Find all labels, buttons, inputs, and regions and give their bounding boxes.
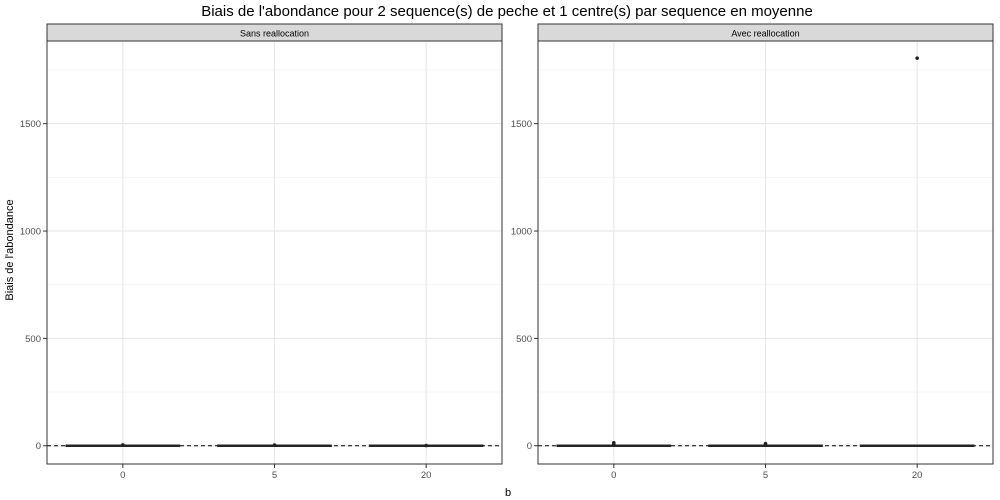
x-tick-label: 5: [272, 470, 277, 481]
boxplot-20: [368, 443, 484, 448]
y-axis-label: Biais de l'abondance: [4, 199, 16, 300]
boxplot-5: [217, 443, 332, 447]
boxplot-0: [556, 440, 672, 447]
x-tick-label: 5: [763, 470, 768, 481]
x-tick-label: 20: [912, 470, 923, 481]
y-tick-label: 0: [527, 441, 532, 452]
boxplot-20: [859, 56, 975, 447]
boxplot-5: [708, 441, 823, 447]
chart-title: Biais de l'abondance pour 2 sequence(s) …: [201, 3, 813, 20]
facet-panel-0: Sans reallocation 0 500 1000 1500 0 5 20: [20, 23, 503, 481]
x-axis-label: b: [505, 487, 511, 499]
outlier-point: [612, 443, 616, 447]
x-tick-label: 20: [421, 470, 432, 481]
facet-panel-1: Avec reallocation 0 500 1000 1500 0 5 20: [511, 23, 994, 481]
x-tick-label: 0: [120, 470, 125, 481]
x-tick-label: 0: [611, 470, 616, 481]
facet-strip-label: Sans reallocation: [240, 29, 309, 39]
outlier-point: [915, 56, 919, 60]
outlier-point: [272, 443, 277, 447]
y-tick-label: 1500: [511, 119, 532, 130]
outlier-point: [424, 443, 428, 448]
facet-strip-label: Avec reallocation: [731, 29, 799, 39]
y-tick-label: 500: [516, 334, 532, 345]
boxplot-0: [65, 443, 181, 447]
y-tick-label: 1000: [20, 227, 41, 238]
y-tick-label: 500: [25, 334, 41, 345]
y-tick-label: 1000: [511, 227, 532, 238]
outlier-point: [121, 443, 125, 447]
y-tick-label: 1500: [20, 119, 41, 130]
outlier-point: [763, 443, 768, 447]
y-tick-label: 0: [36, 441, 41, 452]
